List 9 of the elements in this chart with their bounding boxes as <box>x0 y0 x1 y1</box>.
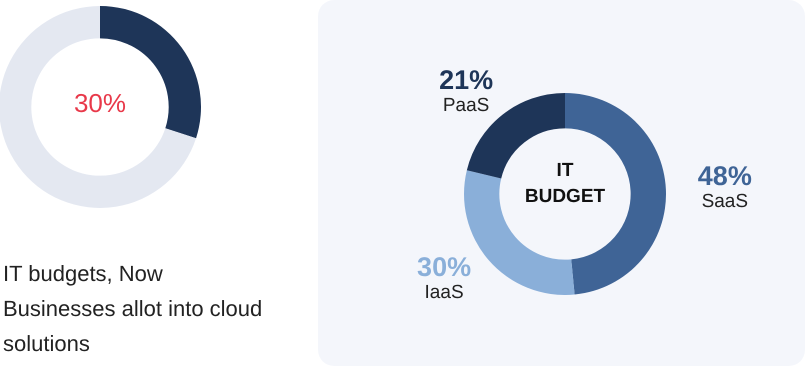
data-label: 21% <box>438 64 494 96</box>
slice-label: IaaS <box>424 282 465 304</box>
slice-label: SaaS <box>700 190 750 212</box>
slice-label: PaaS <box>442 94 490 116</box>
text: IT budgets, Now Businesses allot into cloud solutions <box>3 260 264 358</box>
text: IT BUDGET <box>524 159 606 209</box>
data-label: 48% <box>696 160 753 192</box>
data-label: 30% <box>416 252 472 283</box>
data-label: 30% <box>72 88 128 118</box>
